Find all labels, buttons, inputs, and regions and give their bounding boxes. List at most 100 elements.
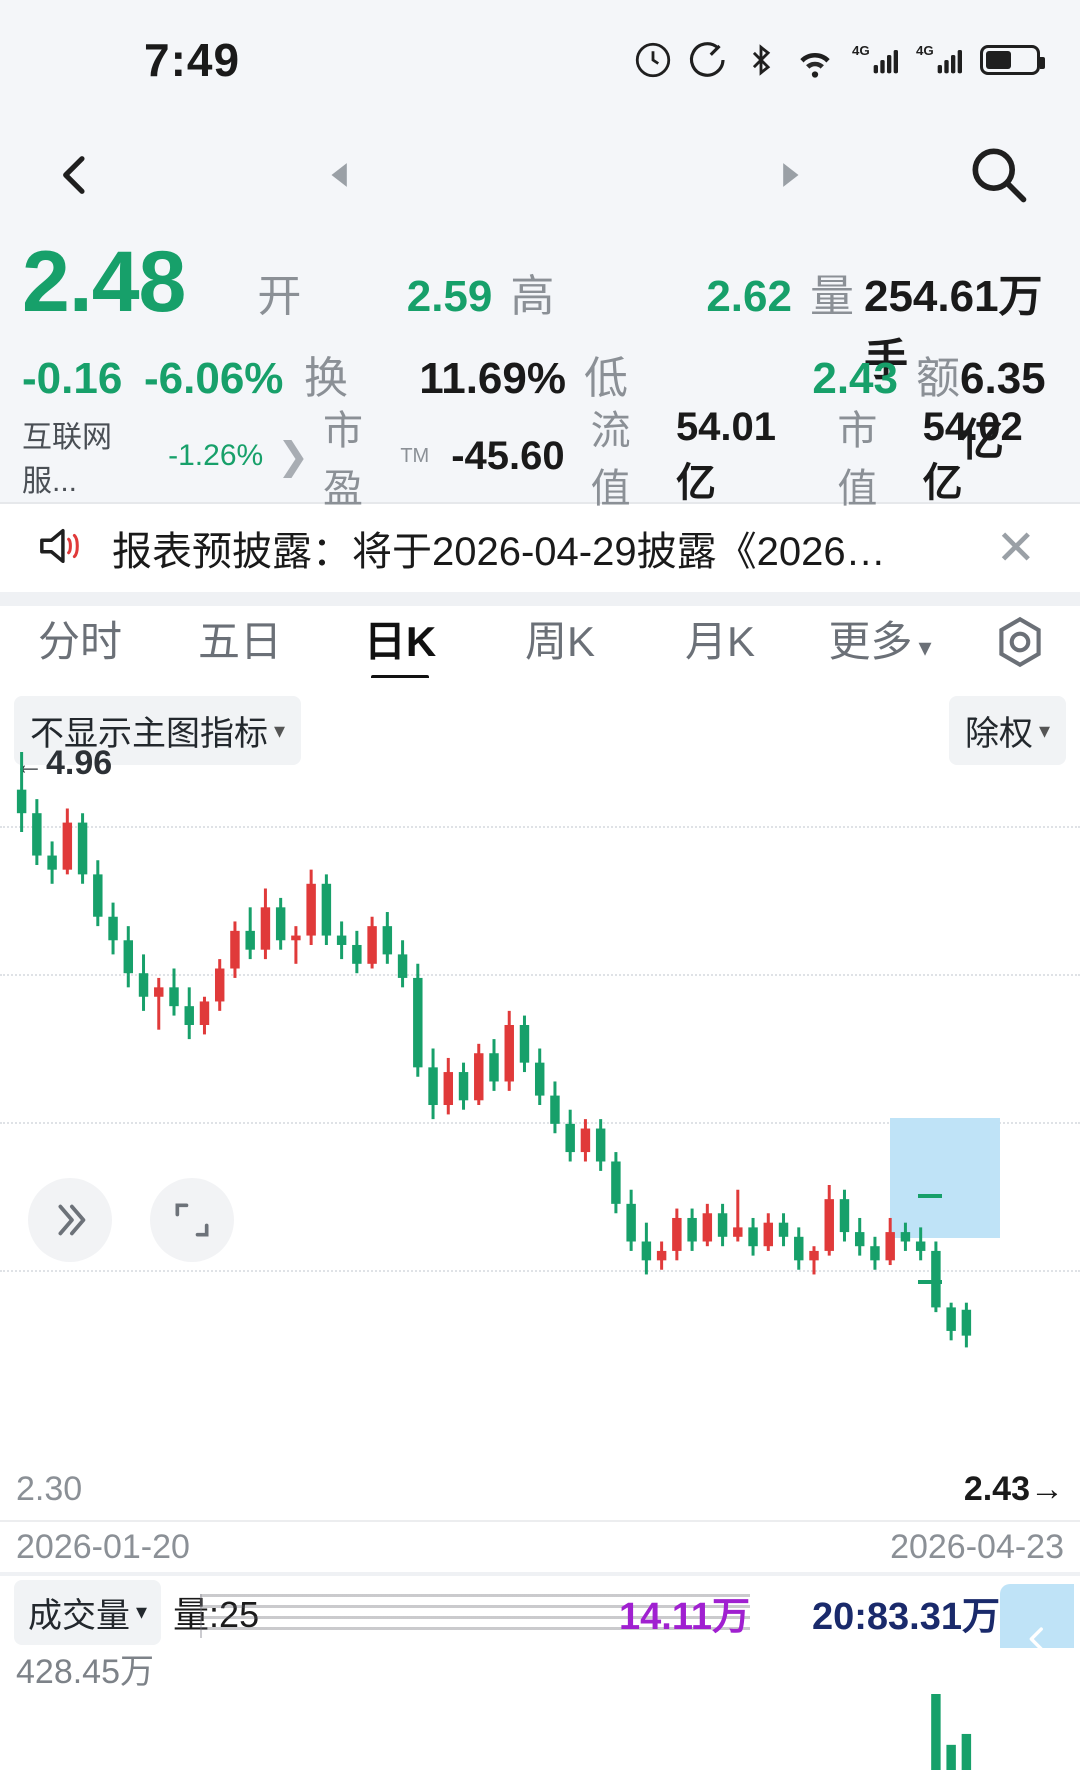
low-price-label: 2.30 [16,1470,83,1508]
quote-row-secondary: -0.16 -6.06% 换 11.69% 低 2.43 额 6.35亿 [22,342,1058,465]
chevron-down-icon: ▾ [918,632,932,662]
chart-tabs: 分时 五日 日K 周K 月K 更多 ▾ [0,592,1080,678]
status-bar: 7:49 [0,0,1080,120]
status-icons: 4G 4G [632,0,1045,120]
signal-4g-1-icon: 4G [852,39,902,81]
chevron-down-icon: ▾ [274,717,286,743]
last-price-axis-value: 2.43 [963,1470,1030,1508]
volume-ma20-value: 20:83.31万 [811,1595,1000,1638]
tab-label: 周K [524,618,595,665]
turnover-value: 11.69% [419,354,566,403]
low-label: 低 [584,354,628,403]
volume-ma5-value: 14.11万 [619,1595,750,1638]
close-icon[interactable]: ✕ [995,522,1036,575]
tab-daily-k[interactable]: 日K [320,599,480,685]
announcement-banner[interactable]: 报表预披露：将于2026-04-29披露《2026… ✕ [0,502,1080,592]
gridline [0,974,1080,976]
float-cap-value: 54.01亿 [675,404,777,505]
sector-change: -1.26% [168,439,264,472]
quote-panel: 2.48 开 2.59 高 2.62 量 254.61万手 -0.16 [0,230,1080,1768]
adjust-label: 除权 [964,715,1033,753]
sector-name[interactable]: 互联网服... [22,421,112,498]
high-price-label: 4.96 [46,744,113,782]
last-price-axis-label: 2.43→ [964,1470,1064,1509]
svg-text:4G: 4G [916,43,934,58]
wifi-icon [792,39,838,81]
dnd-icon [688,39,730,81]
chevron-right-icon[interactable]: ❯ [277,435,310,478]
tab-fenshi[interactable]: 分时 [0,599,160,685]
volume-value: 254.61万手 [863,272,1043,385]
volume-label: 量 [809,272,854,321]
chevron-down-icon: ▾ [136,1599,148,1624]
main-indicator-selector[interactable]: 不显示主图指标 ▾ [14,696,302,765]
pe-sup: TM [400,444,430,467]
crosshair-icon [999,616,1041,668]
search-icon [972,148,1027,203]
volume-scroll-overlay [200,1594,750,1638]
high-label: 高 [510,272,555,321]
high-value: 2.62 [706,272,792,321]
volume-canvas [931,1694,972,1770]
search-button[interactable] [964,140,1032,213]
announcement-text: 报表预披露：将于2026-04-29披露《2026… [112,530,886,574]
price-change-pct: -6.06% [144,354,284,403]
quote-row-ratios: 互联网服... -1.26% ❯ 市盈 TM -45.60 流值 54.01亿 市… [22,405,1058,512]
next-stock-button[interactable] [760,145,820,205]
fullscreen-icon [175,1203,209,1237]
date-axis-row: 2026-01-20 2026-04-23 [0,1520,1080,1572]
pe-label: 市盈 [323,409,364,511]
chart-settings-button[interactable] [960,611,1080,673]
expand-left-button[interactable] [28,1178,112,1262]
triangle-left-icon [331,163,347,187]
chevron-left-icon [63,156,85,194]
tab-weekly-k[interactable]: 周K [480,599,640,685]
last-price: 2.48 [22,234,186,330]
tab-label: 更多 [828,618,913,665]
fullscreen-button[interactable] [150,1178,234,1262]
nav-bar [0,120,1080,230]
alarm-icon [632,39,674,81]
volume-indicator-label: 成交量 [28,1596,130,1635]
volume-max-label: 428.45万 [16,1653,154,1691]
volume-indicator-selector[interactable]: 成交量 ▾ [14,1579,162,1645]
amount-label: 额 [916,354,960,403]
market-cap-value: 54.02亿 [922,404,1023,505]
price-change: -0.16 [22,354,123,403]
bluetooth-icon [744,39,778,81]
volume-panel-header: 成交量 ▾ 量:25 14.11万 20:83.31万 [0,1572,1080,1694]
gridline [0,1122,1080,1124]
chevron-down-icon: ▾ [1038,717,1050,743]
status-time: 7:49 [144,34,241,86]
gridline [0,1270,1080,1272]
float-cap-label: 流值 [590,409,631,511]
date-start-label: 2026-01-20 [16,1528,190,1566]
volume-chart[interactable]: 428.45万 [0,1648,1080,1770]
volume-current-label: 量:25 [173,1586,259,1638]
adjust-selector[interactable]: 除权 ▾ [948,696,1066,765]
speaker-icon [34,523,88,574]
pe-value: -45.60 [451,433,565,478]
triangle-right-icon [783,163,799,187]
quote-row-primary: 2.48 开 2.59 高 2.62 量 254.61万手 [22,234,1058,385]
tab-label: 五日 [197,618,282,665]
high-arrow: ← [14,748,44,781]
gridline [0,826,1080,828]
signal-4g-2-icon: 4G [916,39,966,81]
date-end-label: 2026-04-23 [890,1528,1064,1566]
price-chart[interactable]: 不显示主图指标 ▾ 除权 ▾ ← 4.96 [0,678,1080,1470]
tab-monthly-k[interactable]: 月K [640,599,800,685]
tab-label: 分时 [37,618,122,665]
market-cap-label: 市值 [837,409,878,511]
back-button[interactable] [40,140,110,210]
amount-value: 6.35亿 [960,354,1046,465]
battery-icon [980,45,1045,75]
tab-wuri[interactable]: 五日 [160,599,320,685]
candlestick-canvas [16,752,1000,1348]
tab-label: 月K [684,618,755,665]
double-chevron-right-icon [58,1204,86,1236]
tab-more[interactable]: 更多 ▾ [800,599,960,685]
price-axis-row: 2.30 2.43→ [0,1470,1080,1520]
prev-stock-button[interactable] [310,145,370,205]
